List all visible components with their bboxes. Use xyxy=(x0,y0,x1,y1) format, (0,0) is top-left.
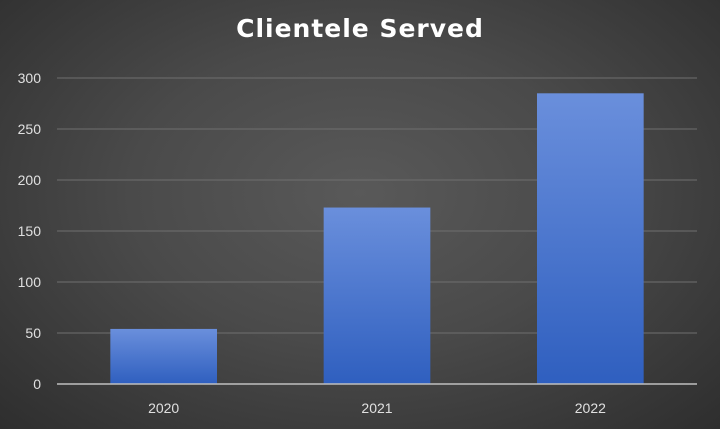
x-tick-label: 2020 xyxy=(148,400,179,416)
y-tick-label: 200 xyxy=(18,172,42,188)
bars xyxy=(110,93,644,385)
tick-labels: 0 50 100 150 200 250 300 2020 2021 2022 xyxy=(18,70,606,416)
x-tick-label: 2022 xyxy=(575,400,606,416)
y-tick-label: 300 xyxy=(18,70,42,86)
y-tick-label: 50 xyxy=(25,325,41,341)
y-tick-label: 250 xyxy=(18,121,42,137)
y-tick-label: 100 xyxy=(18,274,42,290)
bar-2022 xyxy=(537,93,644,385)
chart-title: Clientele Served xyxy=(236,14,484,43)
bar-2020 xyxy=(110,328,217,384)
y-tick-label: 0 xyxy=(33,376,41,392)
y-tick-label: 150 xyxy=(18,223,42,239)
bar-2021 xyxy=(323,207,431,384)
x-tick-label: 2021 xyxy=(361,400,392,416)
